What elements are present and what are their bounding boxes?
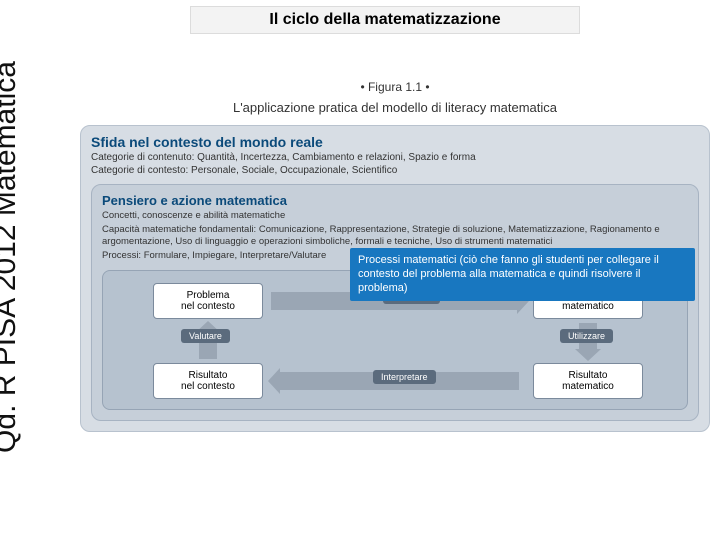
inner-box-mathematical-thinking: Pensiero e azione matematica Concetti, c… (91, 184, 699, 421)
vertical-sidebar-text: Qd. R PISA 2012 Matematica (0, 61, 23, 453)
arrow-label-utilizzare: Utilizzare (560, 329, 613, 343)
arrow-label-interpretare: Interpretare (373, 370, 436, 384)
node-result-in-context: Risultatonel contesto (153, 363, 263, 399)
blue-callout: Processi matematici (ciò che fanno gli s… (350, 248, 695, 301)
outer-line-context-categories: Categorie di contesto: Personale, Social… (91, 165, 699, 176)
node-problem-in-context: Problemanel contesto (153, 283, 263, 319)
arrow-label-valutare: Valutare (181, 329, 230, 343)
inner-heading: Pensiero e azione matematica (102, 193, 688, 208)
outer-line-content-categories: Categorie di contenuto: Quantità, Incert… (91, 152, 699, 163)
figure-label: • Figura 1.1 • (80, 80, 710, 94)
inner-line-concepts: Concetti, conoscenze e abilità matematic… (102, 210, 688, 222)
inner-line-capacities: Capacità matematiche fondamentali: Comun… (102, 224, 688, 248)
figure-title: L'applicazione pratica del modello di li… (80, 100, 710, 115)
page: Qd. R PISA 2012 Matematica Il ciclo dell… (0, 0, 720, 540)
outer-heading: Sfida nel contesto del mondo reale (91, 134, 699, 150)
title-banner: Il ciclo della matematizzazione (190, 6, 580, 34)
node-math-result: Risultatomatematico (533, 363, 643, 399)
